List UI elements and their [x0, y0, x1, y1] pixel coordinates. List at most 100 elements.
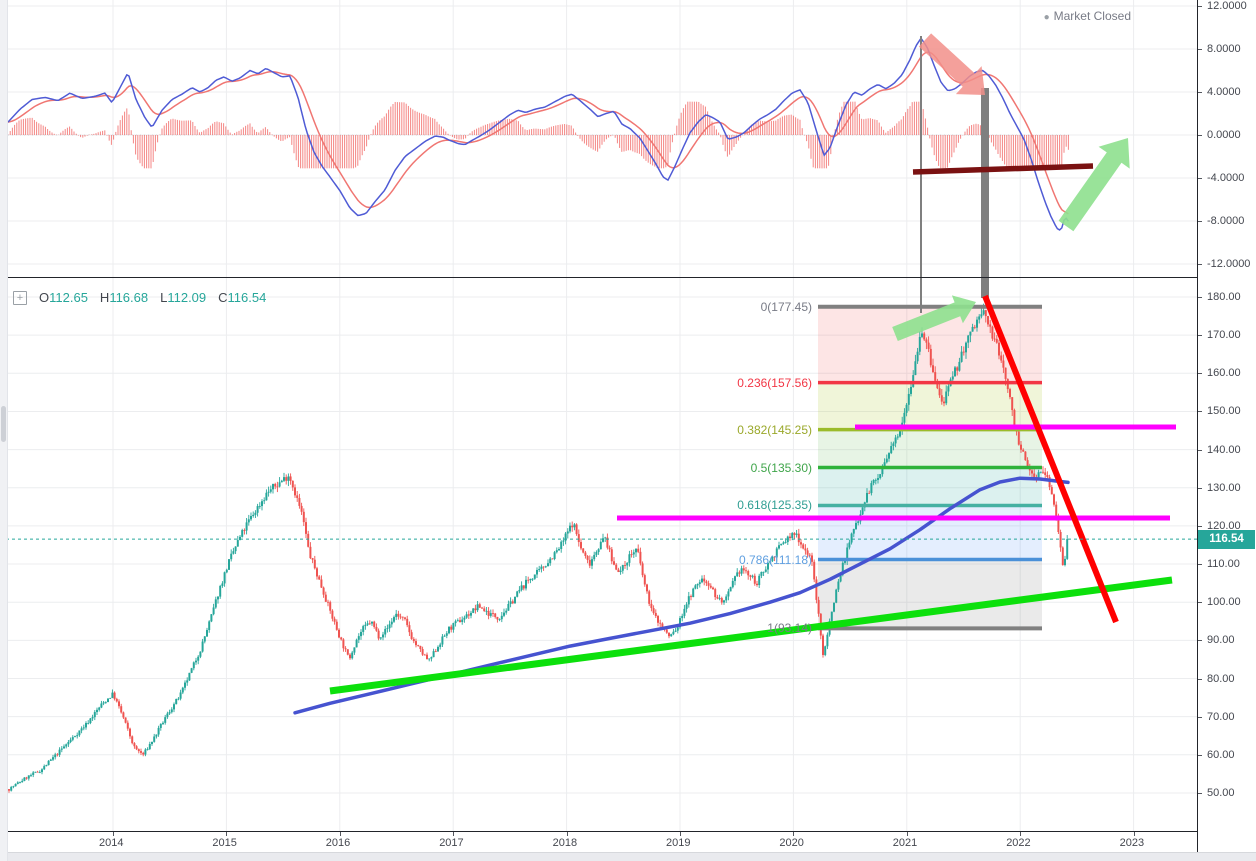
axis-tick: [1198, 178, 1202, 179]
fib-zone: [818, 382, 1042, 430]
axis-tick: [1198, 373, 1202, 375]
fib-zone: [818, 559, 1042, 629]
axis-tick-label: 70.00: [1207, 710, 1235, 723]
axis-tick-label: 8.0000: [1207, 43, 1241, 55]
axis-tick-label: 80.00: [1207, 672, 1235, 685]
price-plot[interactable]: [0, 278, 1197, 831]
axis-tick: [1133, 832, 1135, 836]
axis-tick-label: 170.00: [1207, 329, 1241, 342]
axis-tick-label: -12.0000: [1207, 258, 1251, 270]
time-axis-label: 2019: [666, 837, 691, 849]
macd-histogram: [7, 101, 1069, 169]
time-axis-label: 2020: [779, 837, 804, 849]
axis-tick-label: 0.0000: [1207, 129, 1241, 141]
time-axis-label: 2023: [1119, 837, 1145, 849]
time-axis-label: 2015: [212, 837, 237, 849]
macd-line: [7, 36, 1070, 231]
axis-tick: [1198, 411, 1202, 413]
green-support-trendline[interactable]: [329, 576, 1173, 695]
axis-tick-label: 50.00: [1207, 786, 1235, 799]
maroon-trendline[interactable]: [912, 163, 1094, 175]
price-axis[interactable]: 12.0000 8.0000 4.0000 0.0000 -4.0000 -8.0000 -…: [1197, 0, 1256, 852]
axis-tick: [1198, 716, 1202, 718]
low-value: 112.09: [167, 290, 207, 305]
panel-divider[interactable]: [0, 277, 1256, 278]
close-value: 116.54: [227, 290, 267, 305]
axis-tick-label: 100.00: [1207, 596, 1241, 609]
expand-chart-icon[interactable]: +: [13, 290, 27, 305]
last-price-badge: 116.54: [1198, 529, 1255, 549]
time-axis-label: 2014: [99, 837, 124, 849]
axis-tick: [113, 832, 114, 836]
axis-tick-label: 110.00: [1207, 558, 1240, 571]
macd-panel[interactable]: ● Market Closed: [0, 0, 1197, 277]
axis-tick-label: 120.00: [1207, 519, 1241, 532]
x-axis-border: [0, 831, 1197, 832]
axis-tick-label: 130.00: [1207, 481, 1241, 494]
low-label: L: [160, 290, 168, 305]
axis-tick: [226, 832, 228, 836]
axis-tick-label: 140.00: [1207, 443, 1241, 456]
collapsed-toolbar[interactable]: [0, 0, 8, 861]
axis-tick: [1020, 832, 1022, 836]
axis-tick-label: 160.00: [1207, 367, 1241, 380]
open-value: 112.65: [49, 290, 88, 305]
time-axis-label: 2016: [325, 837, 351, 849]
market-status-label: Market Closed: [1053, 9, 1131, 23]
fib-label: 0.382(145.25): [737, 422, 812, 437]
fib-zone: [818, 467, 1042, 506]
axis-tick-label: -4.0000: [1207, 172, 1245, 184]
time-axis-label: 2018: [552, 837, 578, 849]
market-closed-dot-icon: ●: [1043, 12, 1050, 23]
fib-zone: [818, 429, 1042, 468]
arrow-annotation[interactable]: [1058, 138, 1130, 232]
toolbar-handle[interactable]: [1, 406, 6, 442]
axis-tick-label: 4.0000: [1207, 86, 1241, 98]
axis-tick-label: -8.0000: [1207, 215, 1245, 227]
ohlc-legend: + O112.65 H116.68 L112.09 C116.54: [13, 290, 266, 305]
macd-signal-line: [7, 51, 1069, 215]
red-downtrend-line[interactable]: [982, 294, 1119, 624]
close-label: C: [218, 290, 228, 305]
axis-tick: [566, 832, 568, 836]
axis-tick-label: 150.00: [1207, 405, 1241, 418]
axis-tick: [1198, 487, 1202, 489]
arrow-annotation[interactable]: [892, 295, 976, 341]
axis-tick: [1198, 264, 1202, 265]
fib-label: 0(177.45): [760, 299, 812, 314]
axis-tick-label: 12.0000: [1207, 0, 1247, 12]
axis-tick: [1198, 335, 1202, 337]
axis-tick: [1198, 6, 1202, 7]
axis-tick: [1198, 92, 1202, 93]
axis-tick: [1198, 49, 1202, 50]
axis-tick: [1198, 754, 1202, 756]
fib-label: 0.618(125.35): [737, 498, 812, 513]
time-axis-label: 2021: [892, 837, 918, 849]
axis-tick: [1198, 135, 1202, 136]
fib-label: 1(93.14): [767, 621, 812, 636]
high-label: H: [99, 290, 110, 305]
time-axis-label: 2022: [1006, 837, 1031, 849]
macd-plot[interactable]: [0, 0, 1197, 277]
fib-label: 0.5(135.30): [750, 460, 812, 475]
axis-tick: [680, 832, 681, 836]
axis-tick-label: 90.00: [1207, 634, 1235, 647]
open-label: O: [39, 290, 50, 305]
time-axis-label: 2017: [439, 837, 464, 849]
axis-tick: [906, 832, 908, 836]
price-panel[interactable]: [0, 278, 1197, 831]
fib-label: 0.786(111.18): [739, 552, 812, 567]
market-status: ● Market Closed: [1044, 9, 1131, 23]
axis-tick: [453, 832, 455, 836]
fib-zone: [818, 505, 1042, 560]
axis-tick: [1198, 602, 1202, 604]
axis-tick: [1198, 640, 1202, 642]
high-value: 116.68: [109, 290, 149, 305]
time-axis[interactable]: 2014 2015 2016 2017 2018 2019 2020 2021 2022 2023: [0, 832, 1256, 852]
arrow-annotation[interactable]: [918, 33, 985, 95]
axis-tick: [1198, 564, 1202, 566]
axis-tick-label: 60.00: [1207, 748, 1235, 761]
axis-tick: [1198, 221, 1202, 222]
axis-tick: [1198, 792, 1202, 794]
